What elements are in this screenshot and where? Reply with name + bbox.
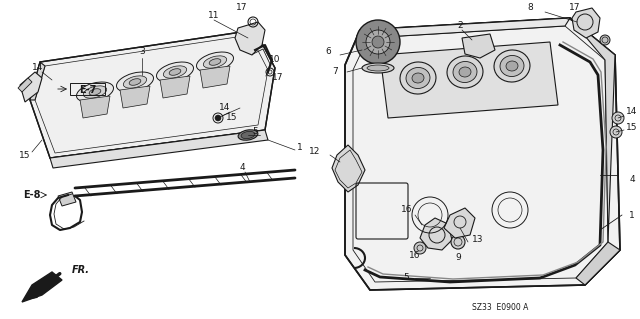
Polygon shape [332,145,365,192]
Polygon shape [420,218,452,250]
Polygon shape [58,192,76,206]
Ellipse shape [238,130,258,140]
Circle shape [612,112,624,124]
Text: 1: 1 [629,211,635,219]
Text: 15: 15 [19,151,31,160]
Text: FR.: FR. [72,265,90,275]
Text: 15: 15 [227,114,237,122]
Text: 2: 2 [457,20,463,29]
Ellipse shape [204,56,227,68]
Ellipse shape [157,62,193,82]
Polygon shape [444,208,475,238]
Polygon shape [380,42,558,118]
Polygon shape [18,78,32,92]
Polygon shape [22,272,62,302]
Text: 10: 10 [269,56,281,64]
Text: 4: 4 [629,175,635,184]
Ellipse shape [412,73,424,83]
Ellipse shape [83,86,107,98]
Circle shape [451,235,465,249]
Ellipse shape [241,131,255,139]
Ellipse shape [362,63,394,73]
Text: 4: 4 [239,164,245,173]
Ellipse shape [163,66,187,78]
Polygon shape [20,72,42,102]
Text: 15: 15 [627,123,637,132]
Text: 16: 16 [401,205,413,214]
Polygon shape [30,62,45,100]
Text: E-8: E-8 [23,190,41,200]
Text: 14: 14 [32,63,44,72]
Ellipse shape [129,79,141,85]
Polygon shape [80,96,110,118]
Ellipse shape [89,89,101,95]
Text: 17: 17 [272,73,284,83]
Text: 1: 1 [297,144,303,152]
Text: 5: 5 [403,273,409,283]
Ellipse shape [367,65,389,71]
Text: 17: 17 [236,4,248,12]
Ellipse shape [406,68,430,88]
Polygon shape [235,22,265,55]
Circle shape [372,36,384,48]
Circle shape [366,30,390,54]
Circle shape [356,20,400,64]
Ellipse shape [77,82,113,102]
Polygon shape [30,30,275,158]
Polygon shape [572,8,600,38]
Polygon shape [160,76,190,98]
Ellipse shape [116,72,154,92]
Text: 13: 13 [472,235,484,244]
Ellipse shape [447,56,483,88]
Ellipse shape [400,62,436,94]
Ellipse shape [169,69,181,75]
Text: 3: 3 [139,48,145,56]
Ellipse shape [459,67,471,77]
Text: 12: 12 [309,147,321,157]
Polygon shape [462,34,495,58]
Ellipse shape [494,50,530,82]
Text: 6: 6 [325,48,331,56]
Ellipse shape [209,59,221,65]
Ellipse shape [500,56,524,77]
Text: 5: 5 [252,128,258,137]
Polygon shape [570,18,615,242]
Text: 16: 16 [409,250,420,259]
Text: SZ33  E0900 A: SZ33 E0900 A [472,303,528,313]
Circle shape [610,126,622,138]
Text: 14: 14 [220,103,230,113]
Polygon shape [360,18,570,38]
Text: 14: 14 [627,108,637,116]
Ellipse shape [124,76,147,88]
Polygon shape [576,242,620,285]
Text: 7: 7 [332,68,338,77]
Ellipse shape [196,52,234,72]
Text: 8: 8 [527,4,533,12]
Polygon shape [345,18,620,290]
Text: 17: 17 [569,4,580,12]
Polygon shape [50,130,268,168]
Ellipse shape [506,61,518,71]
Text: 9: 9 [455,254,461,263]
Text: 11: 11 [208,11,220,19]
Polygon shape [200,66,230,88]
Text: E-7: E-7 [79,85,97,95]
Circle shape [600,35,610,45]
Circle shape [215,115,221,121]
Polygon shape [120,86,150,108]
Circle shape [414,242,426,254]
Ellipse shape [453,62,477,83]
